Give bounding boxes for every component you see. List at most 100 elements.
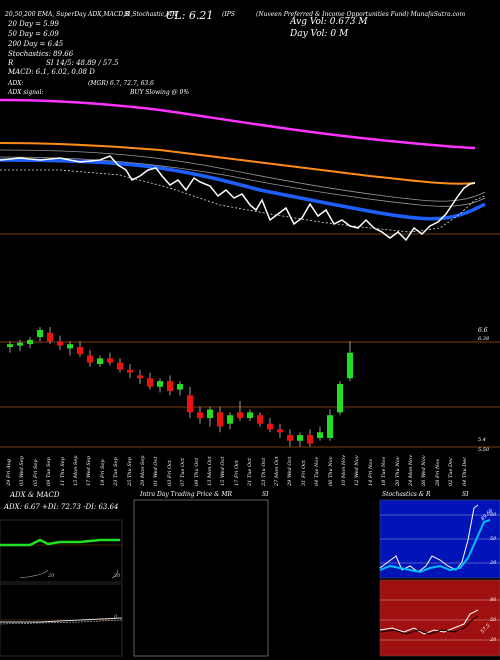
price-axis-low-1: 5.4 xyxy=(478,437,486,443)
candle-body xyxy=(227,415,233,424)
candle-body xyxy=(177,383,183,390)
price-axis-top-2: 6.38 xyxy=(478,336,490,342)
di-plus-line xyxy=(19,569,49,579)
macd-stat: MACD: 6.1, 6.02, 0.08 D xyxy=(8,68,95,76)
candle-body xyxy=(127,369,133,373)
date-label: 04 Thu Dec xyxy=(461,456,468,486)
date-label: 15 Wed Oct xyxy=(220,456,227,486)
date-label: 29 Wed Oct xyxy=(287,456,294,486)
intraday-panel-si: SI xyxy=(262,491,269,498)
date-label: 17 Fri Oct xyxy=(233,460,240,486)
stoch-panel-title: Stochastics & R xyxy=(382,491,431,498)
date-label: 14 Fri Nov xyxy=(367,458,374,486)
candle-body xyxy=(57,341,63,346)
candle-body xyxy=(347,352,353,379)
date-label: 13 Mon Oct xyxy=(207,456,213,486)
date-label: 27 Mon Oct xyxy=(274,456,280,486)
candle-body xyxy=(37,329,43,338)
date-label: 31 Fri Oct xyxy=(300,460,307,486)
candle-body xyxy=(287,435,293,441)
candle-body xyxy=(197,412,203,419)
date-label: 10 Mon Nov xyxy=(341,454,347,486)
ema-outer-grey-1 xyxy=(0,149,486,202)
date-label: 29 Fri Aug xyxy=(6,458,12,486)
candle-body xyxy=(167,381,173,392)
date-label: 04 Tue Nov xyxy=(314,456,321,486)
stochastics-stat: Stochastics: 89.66 xyxy=(8,50,74,58)
adx-panel-mark-2: 20 xyxy=(114,573,121,579)
si-tick-80: 80 xyxy=(490,597,497,603)
date-label: 17 Wed Sep xyxy=(86,455,93,486)
date-label: 11 Thu Sep xyxy=(59,457,66,486)
candle-body xyxy=(277,429,283,433)
adx-panel xyxy=(0,519,123,583)
candle-body xyxy=(137,375,143,379)
price-axis-top: 6.6 xyxy=(478,327,488,334)
ema20-stat: 20 Day = 5.99 xyxy=(8,20,59,28)
candle-body xyxy=(117,362,123,370)
candlestick-group xyxy=(7,327,353,447)
date-label: 26 Wed Nov xyxy=(421,455,428,486)
date-label: 03 Fri Oct xyxy=(166,460,173,486)
macd-line xyxy=(0,617,123,623)
date-label: 23 Tue Sep xyxy=(113,457,120,486)
adx-panel-values: ADX: 6.67 +DI: 72.73 -DI: 63.64 xyxy=(4,503,119,511)
stoch-panel-si: SI xyxy=(462,491,469,498)
candle-body xyxy=(207,409,213,419)
candle-body xyxy=(77,347,83,355)
intraday-panel-title: Intra Day Trading Price & MR xyxy=(140,491,233,498)
stoch-d-line xyxy=(379,519,491,574)
date-label: 02 Tue Dec xyxy=(448,457,455,486)
ema20-line xyxy=(0,158,486,221)
header-heading-left: 20,50,200 EMA, SuperDay ADX,MACD,B xyxy=(5,11,130,18)
macd-panel-mark: 0 xyxy=(114,614,118,620)
candle-body xyxy=(7,344,13,347)
date-label: 28 Fri Nov xyxy=(434,458,441,486)
date-label: 12 Wed Nov xyxy=(354,455,361,486)
candle-body xyxy=(327,415,333,438)
close-price-line xyxy=(0,155,476,242)
adx-label: ADX: xyxy=(8,80,24,87)
day-volume: Day Vol: 0 M xyxy=(290,29,349,39)
si-tick-20: 20 xyxy=(490,637,497,643)
candle-body xyxy=(337,383,343,413)
date-label: 25 Thu Sep xyxy=(126,457,133,486)
date-label: 09 Thu Oct xyxy=(193,457,200,486)
company-name: (Nuveen Preferred & Income Opportunities… xyxy=(256,11,466,18)
adx-panel-title: ADX & MACD xyxy=(10,491,60,499)
candle-body xyxy=(107,358,113,363)
intraday-panel xyxy=(133,499,269,657)
stoch-tick-50: 50 xyxy=(490,536,497,542)
header-heading-mid: SI,Stochastic,MR xyxy=(124,11,177,18)
candle-body xyxy=(27,339,33,345)
ema-outer-grey-2 xyxy=(0,156,486,207)
header-symbol: (IPS xyxy=(222,11,235,18)
date-label: 01 Wed Oct xyxy=(153,456,160,486)
candle-body xyxy=(297,435,303,441)
macd-signal-line xyxy=(0,619,123,625)
stoch-tick-20: 20 xyxy=(490,560,497,566)
di-minus-line xyxy=(111,569,119,579)
si-dotted-line xyxy=(0,169,486,233)
date-label: 03 Wed Sep xyxy=(19,455,26,486)
candle-body xyxy=(97,358,103,365)
adx-values: (MGR) 6.7, 72.7, 63.6 xyxy=(88,80,154,87)
adx-signal-label: ADX signal: xyxy=(8,89,44,96)
date-label: 06 Thu Nov xyxy=(327,456,334,486)
buy-selling-signal: BUY Slowing @ 0% xyxy=(130,89,190,96)
candle-body xyxy=(237,412,243,419)
candle-body xyxy=(87,355,93,363)
candle-body xyxy=(267,423,273,430)
candle-body xyxy=(67,344,73,349)
stoch-k-line xyxy=(379,504,479,573)
si-panel xyxy=(379,579,500,657)
si-d-line xyxy=(379,615,479,635)
candle-body xyxy=(47,332,53,342)
candle-body xyxy=(187,395,193,413)
adx-panel-mark: 20 xyxy=(48,573,55,579)
candle-body xyxy=(17,342,23,346)
date-label: 18 Tue Nov xyxy=(381,456,388,486)
candle-body xyxy=(157,381,163,387)
adx-line xyxy=(0,538,120,547)
